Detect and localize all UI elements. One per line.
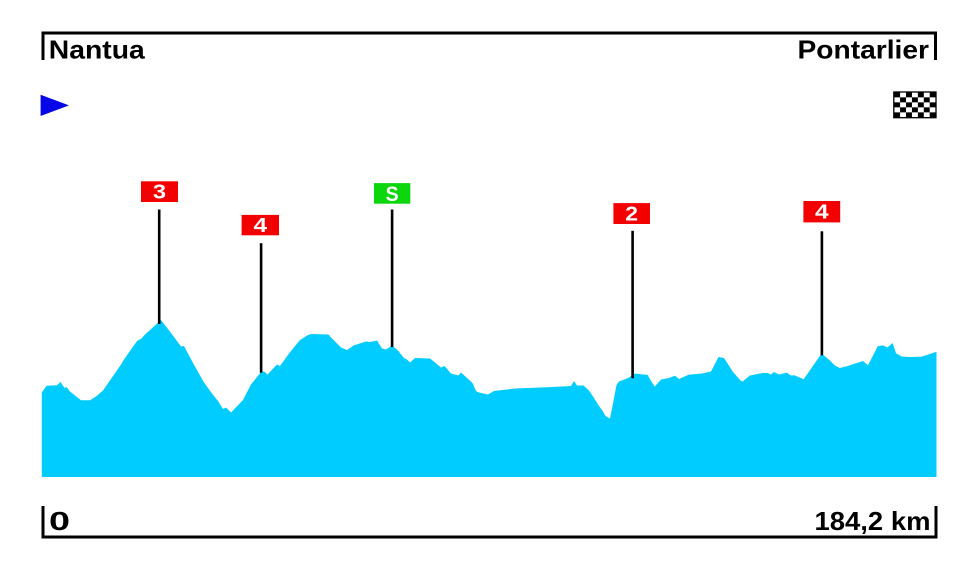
svg-text:184,2 km: 184,2 km — [815, 506, 931, 536]
svg-text:S: S — [386, 182, 399, 206]
svg-text:3: 3 — [153, 181, 166, 203]
svg-text:0: 0 — [49, 506, 70, 536]
svg-text:Nantua: Nantua — [49, 35, 146, 65]
svg-text:2: 2 — [625, 204, 638, 226]
svg-text:4: 4 — [815, 201, 830, 223]
svg-text:Pontarlier: Pontarlier — [798, 35, 930, 65]
svg-text:4: 4 — [254, 215, 269, 237]
